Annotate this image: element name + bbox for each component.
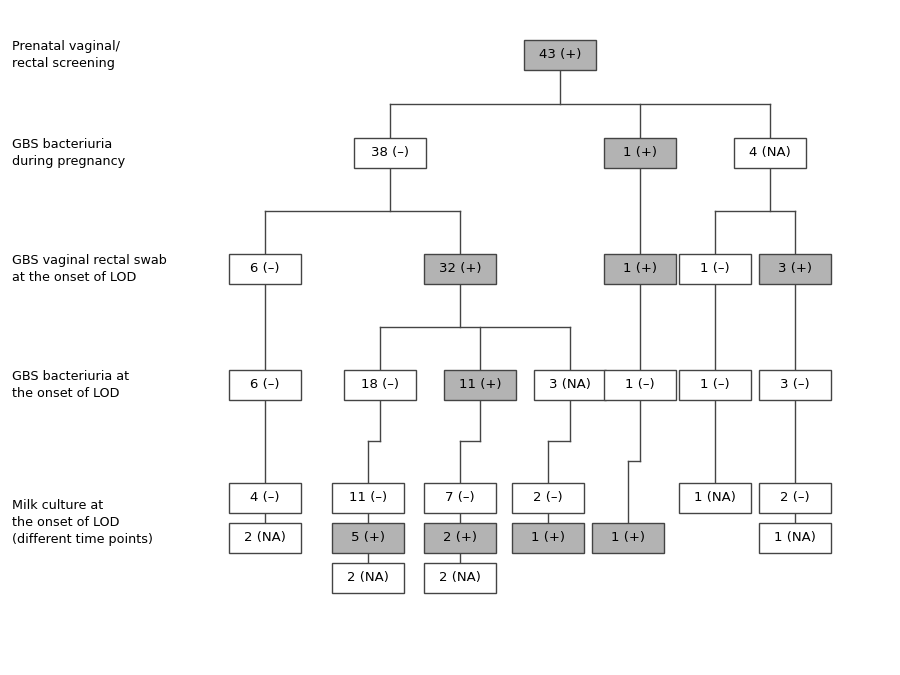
FancyBboxPatch shape bbox=[759, 483, 831, 512]
Text: 3 (–): 3 (–) bbox=[780, 379, 810, 391]
FancyBboxPatch shape bbox=[332, 483, 404, 512]
FancyBboxPatch shape bbox=[344, 370, 416, 400]
Text: 6 (–): 6 (–) bbox=[250, 263, 280, 275]
FancyBboxPatch shape bbox=[604, 254, 676, 284]
Text: Milk culture at
the onset of LOD
(different time points): Milk culture at the onset of LOD (differ… bbox=[12, 499, 153, 545]
Text: 1 (–): 1 (–) bbox=[700, 379, 730, 391]
Text: 4 (NA): 4 (NA) bbox=[749, 146, 791, 159]
Text: 1 (+): 1 (+) bbox=[623, 263, 657, 275]
FancyBboxPatch shape bbox=[332, 523, 404, 553]
FancyBboxPatch shape bbox=[229, 483, 301, 512]
Text: 1 (–): 1 (–) bbox=[626, 379, 655, 391]
Text: 43 (+): 43 (+) bbox=[539, 49, 581, 61]
Text: 4 (–): 4 (–) bbox=[250, 491, 280, 504]
Text: 2 (–): 2 (–) bbox=[533, 491, 562, 504]
FancyBboxPatch shape bbox=[734, 138, 806, 167]
Text: 1 (NA): 1 (NA) bbox=[774, 531, 816, 545]
Text: 2 (NA): 2 (NA) bbox=[347, 572, 389, 585]
FancyBboxPatch shape bbox=[679, 254, 751, 284]
FancyBboxPatch shape bbox=[759, 370, 831, 400]
Text: 5 (+): 5 (+) bbox=[351, 531, 385, 545]
FancyBboxPatch shape bbox=[759, 254, 831, 284]
FancyBboxPatch shape bbox=[424, 254, 496, 284]
Text: Prenatal vaginal/
rectal screening: Prenatal vaginal/ rectal screening bbox=[12, 40, 120, 70]
FancyBboxPatch shape bbox=[604, 138, 676, 167]
FancyBboxPatch shape bbox=[512, 523, 584, 553]
Text: 2 (NA): 2 (NA) bbox=[439, 572, 481, 585]
FancyBboxPatch shape bbox=[679, 483, 751, 512]
Text: 2 (–): 2 (–) bbox=[780, 491, 810, 504]
FancyBboxPatch shape bbox=[354, 138, 426, 167]
FancyBboxPatch shape bbox=[524, 40, 596, 70]
FancyBboxPatch shape bbox=[592, 523, 664, 553]
FancyBboxPatch shape bbox=[604, 370, 676, 400]
FancyBboxPatch shape bbox=[332, 563, 404, 593]
FancyBboxPatch shape bbox=[229, 523, 301, 553]
FancyBboxPatch shape bbox=[759, 523, 831, 553]
Text: 1 (NA): 1 (NA) bbox=[694, 491, 736, 504]
Text: 1 (+): 1 (+) bbox=[611, 531, 645, 545]
Text: 11 (+): 11 (+) bbox=[459, 379, 501, 391]
Text: 1 (–): 1 (–) bbox=[700, 263, 730, 275]
Text: 2 (+): 2 (+) bbox=[443, 531, 477, 545]
Text: 2 (NA): 2 (NA) bbox=[244, 531, 286, 545]
Text: 18 (–): 18 (–) bbox=[361, 379, 399, 391]
Text: GBS bacteriuria at
the onset of LOD: GBS bacteriuria at the onset of LOD bbox=[12, 370, 129, 400]
Text: 6 (–): 6 (–) bbox=[250, 379, 280, 391]
FancyBboxPatch shape bbox=[512, 483, 584, 512]
Text: 3 (+): 3 (+) bbox=[778, 263, 812, 275]
Text: 1 (+): 1 (+) bbox=[623, 146, 657, 159]
FancyBboxPatch shape bbox=[424, 483, 496, 512]
FancyBboxPatch shape bbox=[444, 370, 516, 400]
Text: GBS bacteriuria
during pregnancy: GBS bacteriuria during pregnancy bbox=[12, 138, 125, 168]
FancyBboxPatch shape bbox=[229, 254, 301, 284]
FancyBboxPatch shape bbox=[534, 370, 606, 400]
FancyBboxPatch shape bbox=[424, 523, 496, 553]
FancyBboxPatch shape bbox=[424, 563, 496, 593]
Text: GBS vaginal rectal swab
at the onset of LOD: GBS vaginal rectal swab at the onset of … bbox=[12, 254, 166, 284]
Text: 38 (–): 38 (–) bbox=[371, 146, 409, 159]
Text: 1 (+): 1 (+) bbox=[531, 531, 565, 545]
Text: 11 (–): 11 (–) bbox=[349, 491, 387, 504]
Text: 32 (+): 32 (+) bbox=[439, 263, 482, 275]
FancyBboxPatch shape bbox=[679, 370, 751, 400]
FancyBboxPatch shape bbox=[229, 370, 301, 400]
Text: 7 (–): 7 (–) bbox=[446, 491, 475, 504]
Text: 3 (NA): 3 (NA) bbox=[549, 379, 591, 391]
